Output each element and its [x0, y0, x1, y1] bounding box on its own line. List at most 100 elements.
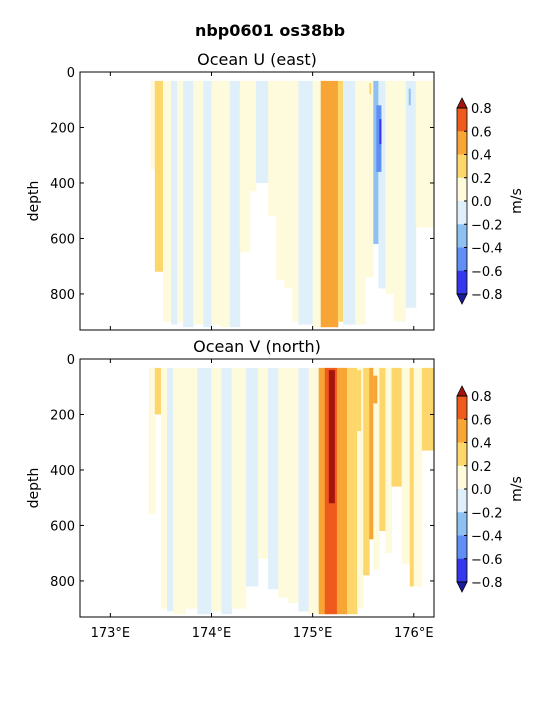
- colorbar-bin: [457, 442, 467, 467]
- data-column: [284, 80, 293, 289]
- panel-ocean-v: Ocean V (north) 0 200 400 600 800 depth 173°E 17…: [26, 337, 525, 641]
- data-column: [357, 367, 364, 609]
- data-column: [365, 80, 374, 278]
- data-column: [150, 80, 156, 170]
- panel-title: Ocean U (east): [197, 50, 317, 69]
- data-column: [292, 80, 299, 322]
- data-column: [373, 367, 380, 570]
- data-column: [185, 367, 198, 609]
- colorbar-bin: [457, 396, 467, 420]
- y-tick-label: 0: [67, 66, 75, 81]
- colorbar-tick-label: 0.0: [471, 483, 492, 498]
- colorbar-tick-label: −0.2: [471, 218, 503, 233]
- data-column: [337, 80, 344, 322]
- data-column: [347, 367, 358, 615]
- data-column: [249, 80, 257, 192]
- data-column: [245, 367, 259, 587]
- colorbar-tick-label: 0.2: [471, 460, 492, 475]
- data-column: [239, 80, 251, 253]
- colorbar: 0.8 0.6 0.4 0.2 0.0 −0.2 −0.4 −0.6 −0.8 m/s: [456, 385, 525, 593]
- axes-frame: [79, 358, 435, 618]
- data-column: [193, 80, 204, 325]
- colorbar-extend-under: [456, 293, 468, 305]
- data-column: [405, 80, 417, 308]
- colorbar-tick-label: −0.2: [471, 506, 503, 521]
- y-tick-label: 800: [50, 575, 75, 590]
- colorbar-tick-label: −0.4: [471, 242, 503, 257]
- panel-ocean-u: Ocean U (east)0200400600800depth0.80.60.…: [26, 50, 525, 331]
- data-column: [355, 80, 366, 325]
- data-column: [173, 367, 186, 615]
- y-tick-label: 600: [50, 519, 75, 534]
- data-column: [278, 367, 289, 598]
- x-tick-label: 176°E: [394, 626, 434, 641]
- data-column: [162, 80, 172, 322]
- colorbar-bin: [457, 535, 467, 560]
- colorbar-tick-label: −0.6: [471, 553, 503, 568]
- colorbar-tick-label: 0.8: [471, 390, 492, 405]
- data-column: [160, 367, 168, 609]
- data-patch: [328, 370, 335, 504]
- data-column: [154, 80, 164, 272]
- data-column: [258, 367, 269, 559]
- colorbar-bin: [457, 131, 467, 155]
- data-patch: [357, 370, 362, 432]
- data-column: [255, 80, 269, 183]
- data-column: [154, 367, 162, 415]
- colorbar-bin: [457, 108, 467, 132]
- data-column: [203, 80, 212, 328]
- data-patch: [379, 119, 382, 145]
- data-column: [219, 80, 231, 328]
- data-column: [148, 367, 156, 515]
- data-column: [421, 367, 434, 451]
- data-column: [336, 367, 348, 615]
- data-column: [373, 80, 379, 245]
- colorbar-tick-label: 0.4: [471, 437, 492, 452]
- colorbar-bin: [457, 489, 467, 513]
- data-column: [363, 367, 370, 576]
- x-tick-label: 173°E: [91, 626, 131, 641]
- data-patch: [376, 105, 382, 172]
- colorbar-tick-label: 0.0: [471, 195, 492, 210]
- y-tick-label: 200: [50, 121, 75, 136]
- colorbar-extend-under: [456, 581, 468, 593]
- figure-title: nbp0601 os38bb: [195, 21, 345, 40]
- y-tick-label: 400: [50, 177, 75, 192]
- colorbar-bin: [457, 201, 467, 225]
- data-column: [211, 80, 220, 325]
- colorbar-tick-label: −0.6: [471, 265, 503, 280]
- data-column: [318, 367, 326, 615]
- data-column: [385, 367, 392, 554]
- data-column: [312, 80, 322, 328]
- data-patch: [408, 88, 411, 106]
- data-column: [308, 367, 320, 615]
- data-column: [369, 367, 374, 540]
- data-column: [342, 80, 356, 325]
- data-column: [298, 367, 309, 612]
- colorbar: 0.8 0.6 0.4 0.2 0.0 −0.2 −0.4 −0.6 −0.8 m/s: [456, 97, 525, 305]
- colorbar-tick-label: 0.2: [471, 172, 492, 187]
- colorbar-tick-label: 0.4: [471, 149, 492, 164]
- data-column: [197, 367, 212, 615]
- data-column: [379, 367, 386, 531]
- data-column: [229, 80, 241, 328]
- colorbar-tick-label: 0.8: [471, 102, 492, 117]
- y-tick-label: 200: [50, 408, 75, 423]
- colorbar-tick-label: 0.6: [471, 413, 492, 428]
- data-column: [177, 80, 184, 322]
- data-column: [171, 80, 178, 325]
- data-column: [393, 80, 407, 322]
- data-patch: [373, 375, 378, 404]
- colorbar-bin: [457, 512, 467, 536]
- data-column: [385, 80, 394, 294]
- colorbar-label: m/s: [509, 188, 525, 214]
- colorbar-bin: [457, 270, 467, 295]
- data-column: [268, 367, 279, 590]
- data-column: [391, 367, 403, 487]
- colorbar-tick-label: −0.4: [471, 530, 503, 545]
- data-column: [415, 80, 434, 228]
- data-column: [409, 367, 415, 587]
- data-column: [231, 367, 247, 609]
- data-column: [401, 367, 411, 565]
